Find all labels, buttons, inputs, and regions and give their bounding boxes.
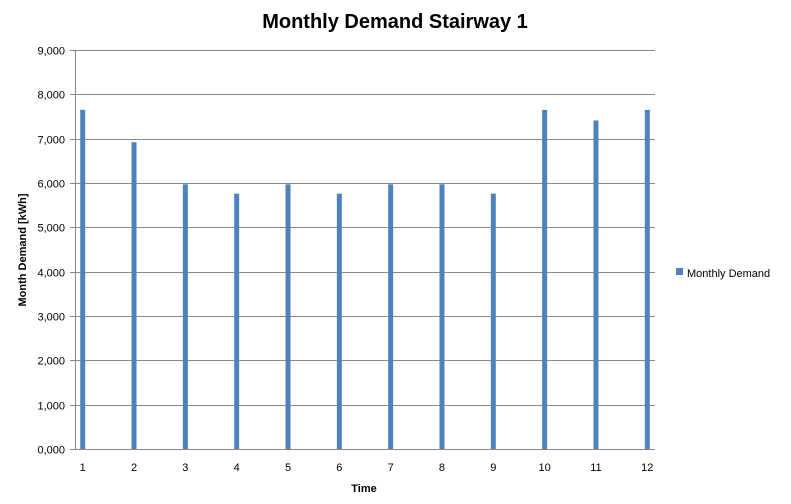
y-tick-label: 3,000 — [37, 312, 65, 324]
y-tick-label: 7,000 — [37, 135, 65, 147]
legend: Monthly Demand — [676, 268, 770, 280]
bars-layer — [80, 109, 650, 450]
y-tick-label: 0,000 — [37, 445, 65, 457]
bar — [542, 109, 548, 449]
bar — [285, 184, 291, 449]
bar — [490, 193, 496, 449]
x-tick-label: 3 — [182, 462, 188, 474]
x-tick-label: 5 — [285, 462, 291, 474]
y-tick-label: 4,000 — [37, 268, 65, 280]
bar — [644, 109, 650, 449]
x-tick-label: 9 — [490, 462, 496, 474]
y-tick-label: 1,000 — [37, 401, 65, 413]
x-tick-label: 8 — [439, 462, 445, 474]
legend-label: Monthly Demand — [687, 268, 770, 280]
x-tick-label: 12 — [641, 462, 653, 474]
bar — [336, 193, 342, 449]
y-tick-label: 9,000 — [37, 46, 65, 58]
bar — [80, 109, 86, 449]
grid-layer — [70, 50, 655, 450]
x-tick-label: 7 — [388, 462, 394, 474]
x-tick-label: 2 — [131, 462, 137, 474]
y-tick-label: 5,000 — [37, 223, 65, 235]
legend-swatch — [676, 268, 683, 275]
bar — [388, 184, 394, 449]
bar — [439, 184, 445, 449]
y-tick-label: 8,000 — [37, 90, 65, 102]
x-tick-label: 4 — [234, 462, 240, 474]
x-tick-label: 6 — [336, 462, 342, 474]
x-tick-labels: 1 2 3 4 5 6 7 8 9 10 11 12 — [80, 462, 654, 474]
x-tick-label: 1 — [80, 462, 86, 474]
bar — [131, 142, 137, 450]
y-tick-label: 6,000 — [37, 179, 65, 191]
y-axis-title: Month Demand [kWh] — [17, 193, 29, 306]
bar — [593, 120, 599, 450]
chart-title: Monthly Demand Stairway 1 — [262, 11, 528, 33]
bar — [234, 193, 240, 449]
y-tick-labels: 0,000 1,000 2,000 3,000 4,000 5,000 6,000 7,000… — [37, 46, 65, 457]
bar — [182, 184, 188, 449]
x-tick-label: 11 — [590, 462, 601, 474]
y-tick-label: 2,000 — [37, 356, 65, 368]
x-axis-title: Time — [351, 483, 376, 495]
x-tick-label: 10 — [539, 462, 551, 474]
